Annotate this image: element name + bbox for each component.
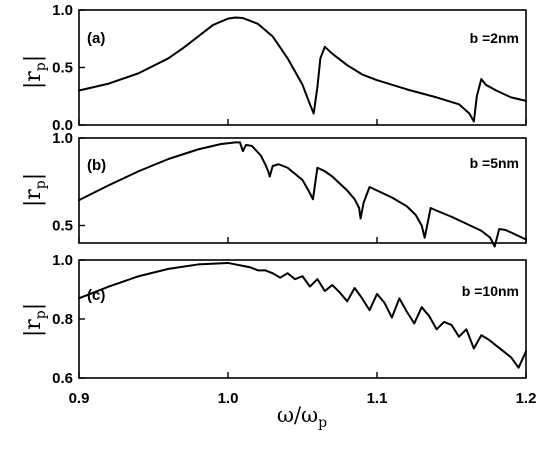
x-tick-label: 0.9 <box>69 390 90 407</box>
panel-a: (a) b =2nm 0.0 0.5 1.0 <box>52 2 527 134</box>
x-tick-label: 1.1 <box>367 390 388 407</box>
annotation-b-c: b =10nm <box>462 283 519 299</box>
y-tick-label-b: 0.5 <box>52 218 73 235</box>
series-line-b <box>78 141 527 248</box>
ylabel-a: |rp| <box>21 55 49 89</box>
y-tick-label-c: 0.8 <box>52 311 73 328</box>
panel-label-b: (b) <box>87 157 106 174</box>
y-tick-label-a: 0.5 <box>52 60 73 77</box>
panel-b: (b) b =5nm 0.5 1.0 <box>52 130 527 248</box>
annotation-b-b: b =5nm <box>470 155 519 171</box>
ylabel-b: |rp| <box>21 173 49 207</box>
plot-frame-a <box>78 9 527 126</box>
panel-label-a: (a) <box>87 30 105 47</box>
x-tick-label: 1.0 <box>218 390 239 407</box>
series-line-a <box>78 16 527 123</box>
y-tick-label-c: 0.6 <box>52 370 73 387</box>
y-tick-label-a: 1.0 <box>52 2 73 19</box>
series-line-c <box>78 261 527 369</box>
y-tick-label-b: 1.0 <box>52 130 73 147</box>
ylabel-c: |rp| <box>21 303 49 337</box>
y-tick-label-c: 1.0 <box>52 252 73 269</box>
x-tick-label: 1.2 <box>516 390 537 407</box>
panel-c: (c) b =10nm 0.9 1.0 1.1 1.2 0.6 0.8 1.0 <box>52 252 536 407</box>
y-tick-label-a: 0.0 <box>52 117 73 134</box>
panel-label-c: (c) <box>87 287 105 304</box>
plot-frame-b <box>78 137 527 244</box>
x-axis-title: ω/ωp <box>277 403 327 431</box>
annotation-b-a: b =2nm <box>470 30 519 46</box>
